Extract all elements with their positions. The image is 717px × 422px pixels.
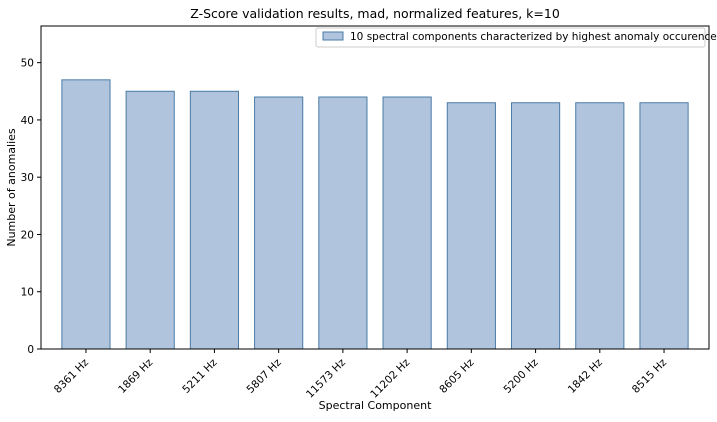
y-tick-label: 20 bbox=[21, 229, 34, 241]
bar bbox=[639, 102, 689, 350]
y-axis-ticks: 0 10 20 30 40 50 bbox=[21, 58, 41, 356]
legend-box bbox=[315, 27, 706, 48]
y-axis-label: Number of anomalies bbox=[5, 128, 18, 247]
bar bbox=[510, 102, 561, 350]
y-tick-label: 30 bbox=[21, 172, 34, 184]
bar bbox=[125, 90, 175, 350]
y-tick-label: 10 bbox=[21, 287, 34, 299]
legend-swatch bbox=[322, 31, 344, 41]
y-tick-label: 50 bbox=[21, 58, 34, 70]
y-tick-label: 0 bbox=[27, 344, 34, 356]
legend: 10 spectral components characterized by … bbox=[315, 27, 717, 48]
bar bbox=[318, 96, 368, 350]
bar bbox=[61, 79, 111, 350]
bar bbox=[189, 90, 240, 350]
bar bbox=[446, 102, 496, 350]
legend-label: 10 spectral components characterized by … bbox=[350, 31, 717, 43]
bars-group bbox=[61, 79, 689, 350]
chart-title: Z-Score validation results, mad, normali… bbox=[190, 6, 560, 21]
y-tick-label: 40 bbox=[21, 115, 34, 127]
x-axis-label: Spectral Component bbox=[319, 399, 432, 412]
plot-frame bbox=[40, 25, 710, 350]
bar bbox=[254, 96, 304, 350]
bar bbox=[382, 96, 432, 350]
bar bbox=[575, 102, 625, 350]
